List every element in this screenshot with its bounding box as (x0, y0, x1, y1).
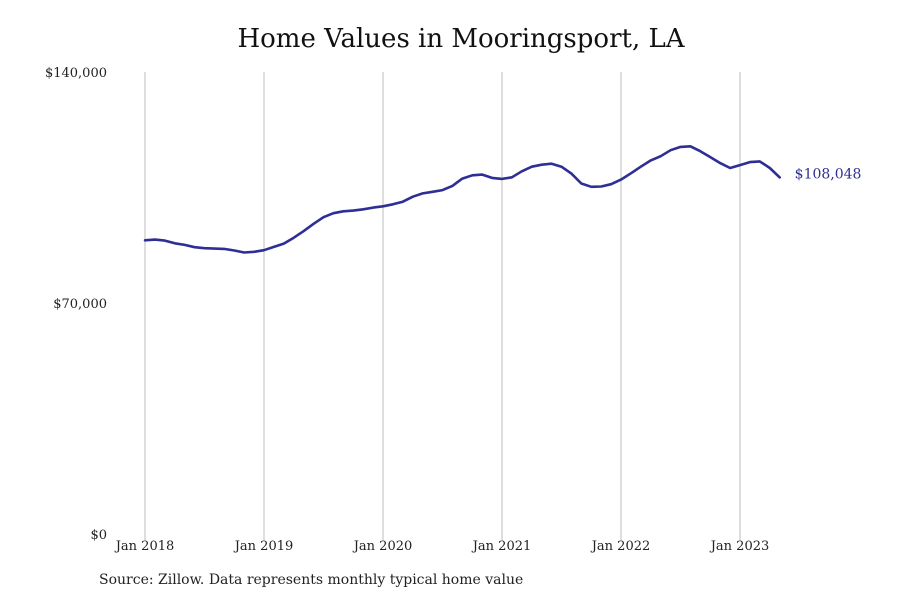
source-note: Source: Zillow. Data represents monthly … (99, 572, 524, 588)
x-tick-label: Jan 2019 (233, 539, 294, 554)
home-value-line (143, 145, 781, 254)
vertical-gridlines (144, 72, 741, 540)
y-tick-label: $140,000 (45, 66, 107, 81)
chart-title: Home Values in Mooringsport, LA (237, 24, 685, 54)
end-label-layer: $108,048 (795, 166, 862, 182)
x-tick-label: Jan 2020 (352, 539, 413, 554)
y-tick-label: $0 (90, 528, 107, 543)
x-tick-label: Jan 2022 (590, 539, 651, 554)
y-tick-label: $70,000 (53, 297, 107, 312)
y-axis: $0 $70,000 $140,000 (45, 66, 107, 543)
x-tick-label: Jan 2018 (114, 539, 175, 554)
x-axis: Jan 2018 Jan 2019 Jan 2020 Jan 2021 Jan 2022… (114, 539, 770, 554)
series-layer (143, 145, 781, 254)
end-value-label: $108,048 (795, 166, 862, 182)
x-tick-label: Jan 2021 (471, 539, 532, 554)
x-tick-label: Jan 2023 (709, 539, 770, 554)
